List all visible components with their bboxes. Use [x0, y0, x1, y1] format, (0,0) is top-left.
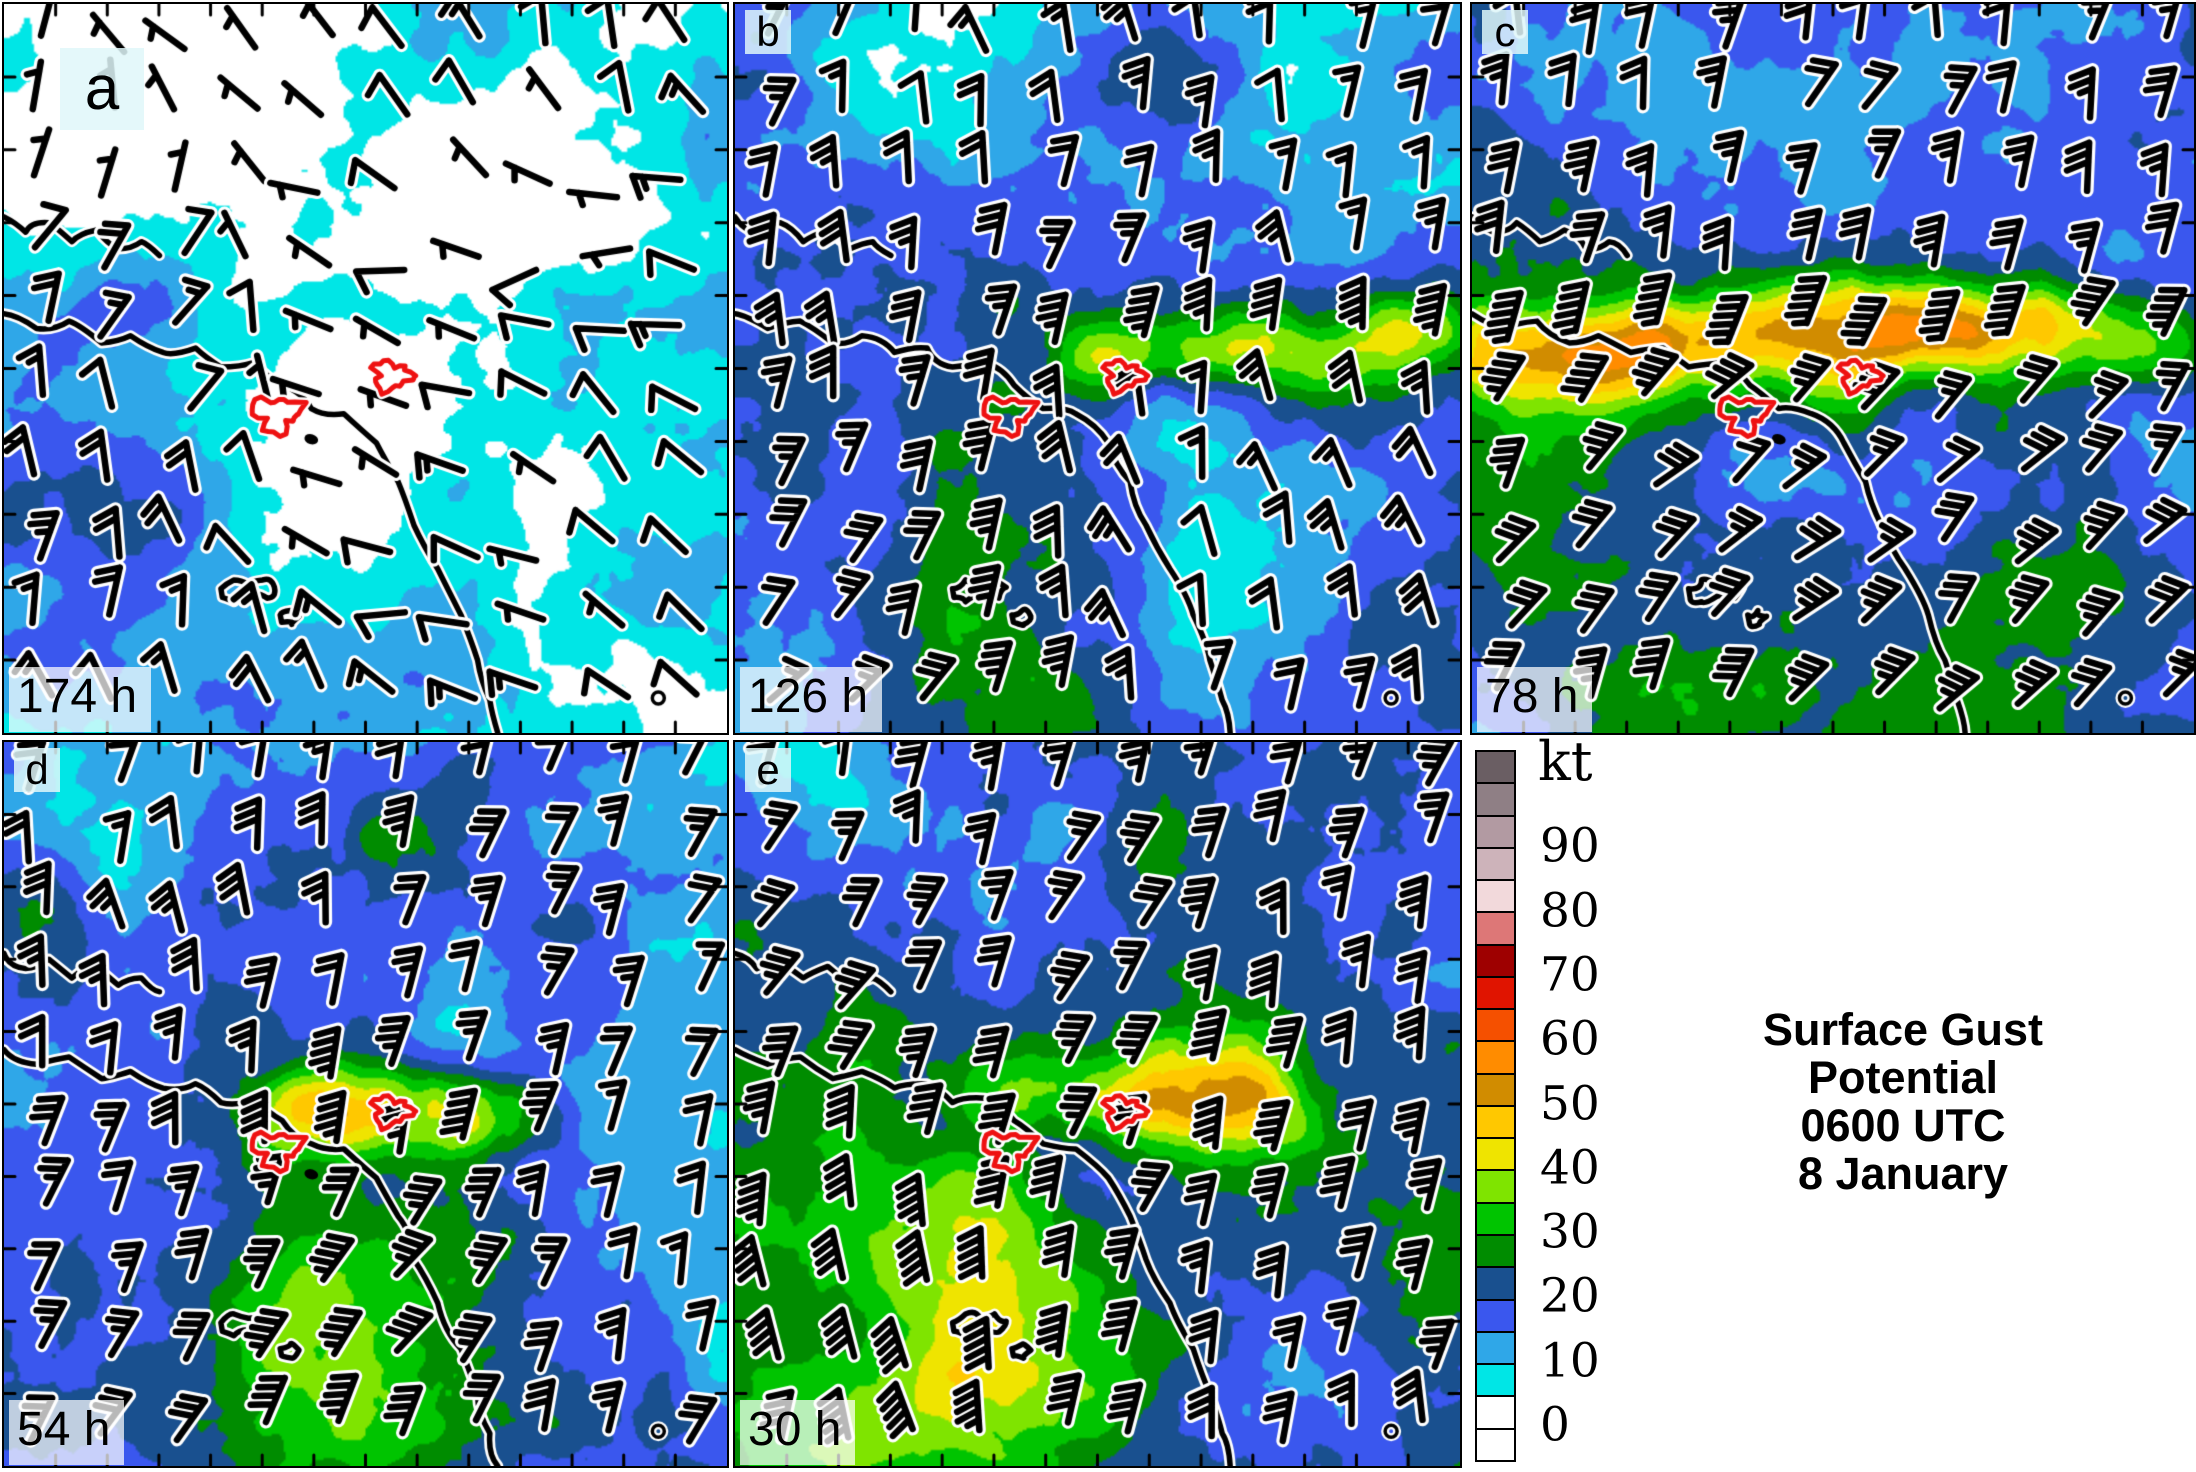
lead-time-label-e: 30 h — [740, 1400, 856, 1465]
colorbar-cell — [1477, 1266, 1514, 1299]
colorbar-tick-label: 20 — [1540, 1268, 1600, 1324]
colorbar-cell — [1477, 1233, 1514, 1267]
colorbar-cell — [1477, 752, 1514, 783]
colorbar-tick-label: 50 — [1540, 1076, 1600, 1131]
title-line-2: Potential — [1807, 1052, 1999, 1103]
map-canvas-b — [735, 4, 1460, 733]
colorbar-cell — [1477, 1298, 1514, 1331]
lead-time-label-c: 78 h — [1477, 667, 1593, 732]
lead-time-label-b: 126 h — [740, 667, 883, 732]
colorbar-cell — [1477, 1072, 1514, 1105]
colorbar-tick-label: 30 — [1540, 1204, 1600, 1260]
colorbar-tick-label: 80 — [1540, 883, 1600, 939]
panel-letter-e: e — [745, 748, 791, 792]
colorbar-cell — [1477, 846, 1514, 880]
map-panel-d: d 54 h — [2, 740, 729, 1468]
map-canvas-c — [1472, 4, 2194, 733]
map-panel-e: e 30 h — [733, 740, 1462, 1468]
colorbar-tick-label: 0 — [1540, 1397, 1570, 1453]
colorbar-tick-label: 40 — [1540, 1140, 1600, 1196]
title-line-3: 0600 UTC — [1800, 1100, 2006, 1151]
map-panel-c: c 78 h — [1470, 2, 2196, 735]
colorbar-cell — [1477, 1427, 1514, 1460]
colorbar-cell — [1477, 1040, 1514, 1073]
colorbar-tick-label: 70 — [1540, 947, 1600, 1003]
colorbar-cell — [1477, 1104, 1514, 1138]
title-line-4: 8 January — [1797, 1148, 2009, 1199]
lead-time-label-d: 54 h — [9, 1400, 125, 1465]
colorbar-cell — [1477, 879, 1514, 912]
map-panel-a: a 174 h — [2, 2, 729, 735]
colorbar-cell — [1477, 1395, 1514, 1428]
map-panel-b: b 126 h — [733, 2, 1462, 735]
colorbar-unit-label: kt — [1538, 730, 1593, 793]
colorbar-cell — [1477, 1008, 1514, 1041]
colorbar-cell — [1477, 975, 1514, 1009]
panel-letter-d: d — [14, 748, 60, 792]
panel-letter-a: a — [60, 48, 144, 130]
colorbar-tick-label: 60 — [1540, 1011, 1600, 1067]
colorbar-cell — [1477, 814, 1514, 847]
colorbar-cell — [1477, 1137, 1514, 1170]
colorbar-cell — [1477, 782, 1514, 815]
map-canvas-d — [4, 742, 727, 1466]
panel-letter-b: b — [745, 10, 791, 54]
legend: kt 90 80 70 60 50 40 30 20 10 0 Surface Gust Pote… — [1468, 730, 2196, 1472]
map-canvas-e — [735, 742, 1460, 1466]
panel-letter-c: c — [1482, 10, 1528, 54]
title-line-1: Surface Gust — [1762, 1004, 2044, 1055]
colorbar-cell — [1477, 943, 1514, 976]
colorbar-tick-label: 90 — [1540, 818, 1600, 874]
figure-title: Surface Gust Potential 0600 UTC 8 Januar… — [1638, 1006, 2168, 1198]
colorbar-cell — [1477, 1363, 1514, 1396]
colorbar-cell — [1477, 1201, 1514, 1234]
colorbar-cell — [1477, 1330, 1514, 1364]
lead-time-label-a: 174 h — [9, 667, 152, 732]
colorbar-cell — [1477, 1169, 1514, 1202]
colorbar — [1475, 750, 1516, 1462]
colorbar-cell — [1477, 911, 1514, 944]
colorbar-tick-label: 10 — [1540, 1333, 1600, 1389]
